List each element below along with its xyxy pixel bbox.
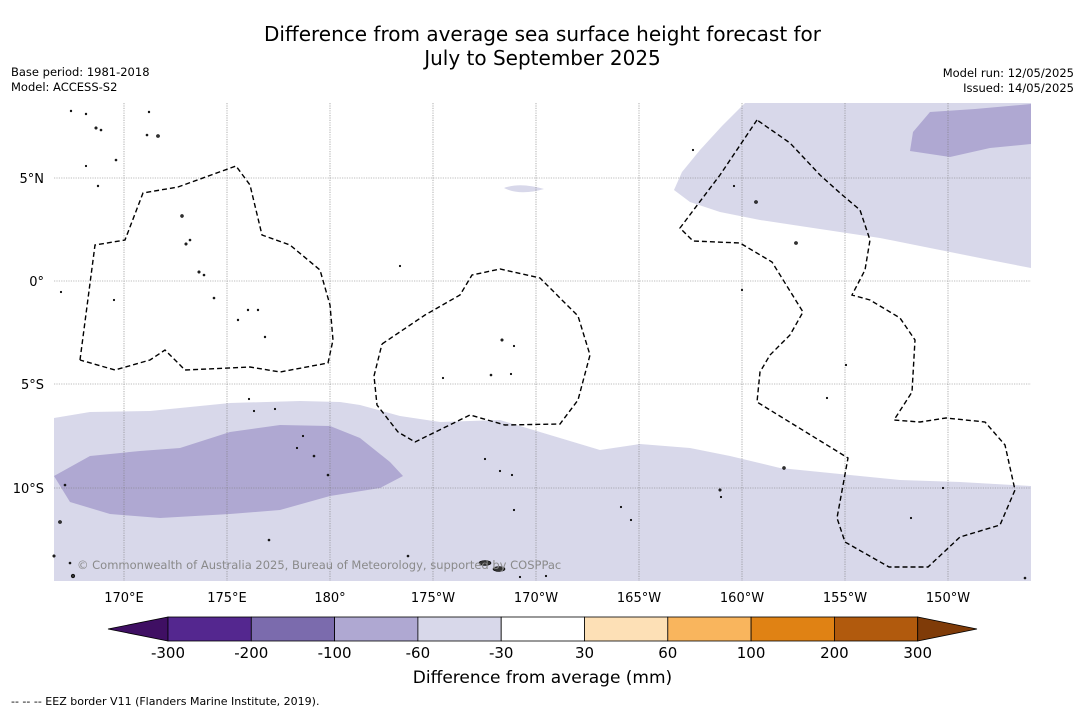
title-line-1: Difference from average sea surface heig… — [263, 22, 822, 46]
lon-label: 155°W — [823, 591, 867, 606]
colorbar-bin — [334, 616, 419, 642]
anomaly-medium-south — [54, 425, 403, 518]
colorbar-bin — [750, 616, 835, 642]
islands — [52, 109, 1027, 580]
anomaly-medium-north — [910, 104, 1031, 157]
colorbar-tick: 60 — [658, 644, 677, 662]
lat-label: 0° — [29, 275, 44, 290]
colorbar-tick: 200 — [820, 644, 849, 662]
colorbar-bin — [667, 616, 752, 642]
model-name: Model: ACCESS-S2 — [11, 80, 118, 94]
colorbar-extend-high — [917, 616, 978, 642]
colorbar-tick: -300 — [151, 644, 185, 662]
colorbar-tick: -60 — [406, 644, 431, 662]
map-title: Difference from average sea surface heig… — [0, 22, 1085, 70]
title-line-2: July to September 2025 — [424, 46, 661, 70]
colorbar-extend-low — [107, 616, 169, 642]
lon-label: 175°W — [411, 591, 455, 606]
colorbar-ticks: -300 -200 -100 -60 -30 30 60 100 200 300 — [151, 644, 932, 662]
lon-labels: 170°E 175°E 180° 175°W 170°W 165°W 160°W… — [104, 591, 970, 606]
colorbar-tick: 100 — [737, 644, 766, 662]
eez-kiribati-gilbert — [79, 165, 334, 373]
graticule — [54, 103, 1031, 581]
eez-legend: -- -- -- EEZ border V11 (Flanders Marine… — [11, 695, 320, 708]
colorbar-tick: -100 — [318, 644, 352, 662]
lon-label: 150°W — [926, 591, 970, 606]
lat-label: 5°S — [21, 378, 44, 393]
meta-left: Base period: 1981-2018 Model: ACCESS-S2 — [11, 65, 150, 95]
lat-labels: 5°N 0° 5°S 10°S — [13, 172, 44, 497]
lon-label: 175°E — [207, 591, 247, 606]
eez-phoenix — [373, 268, 591, 443]
lon-label: 170°W — [514, 591, 558, 606]
colorbar-bin — [167, 616, 252, 642]
colorbar-tick: 300 — [903, 644, 932, 662]
map-area — [52, 103, 1031, 581]
lon-label: 180° — [314, 591, 345, 606]
colorbar-tick: 30 — [575, 644, 594, 662]
colorbar-tick: -30 — [489, 644, 514, 662]
colorbar-bin — [834, 616, 919, 642]
lon-label: 170°E — [104, 591, 144, 606]
colorbar-bin — [584, 616, 669, 642]
colorbar-bin — [500, 616, 585, 642]
base-period: Base period: 1981-2018 — [11, 65, 150, 79]
colorbar-tick: -200 — [234, 644, 268, 662]
copyright-credit: © Commonwealth of Australia 2025, Bureau… — [77, 558, 562, 572]
lon-label: 160°W — [720, 591, 764, 606]
eez-line-islands — [679, 119, 1016, 568]
meta-right: Model run: 12/05/2025 Issued: 14/05/2025 — [943, 66, 1074, 96]
colorbar-title: Difference from average (mm) — [412, 668, 673, 688]
model-run: Model run: 12/05/2025 — [942, 66, 1074, 80]
eez-borders — [79, 119, 1016, 568]
lon-label: 165°W — [617, 591, 661, 606]
lat-label: 10°S — [13, 482, 44, 497]
colorbar-bin — [417, 616, 502, 642]
issued-date: Issued: 14/05/2025 — [963, 81, 1074, 95]
anomaly-light-blob — [504, 185, 544, 193]
lat-label: 5°N — [20, 172, 45, 187]
colorbar — [107, 616, 978, 642]
colorbar-bin — [250, 616, 336, 642]
